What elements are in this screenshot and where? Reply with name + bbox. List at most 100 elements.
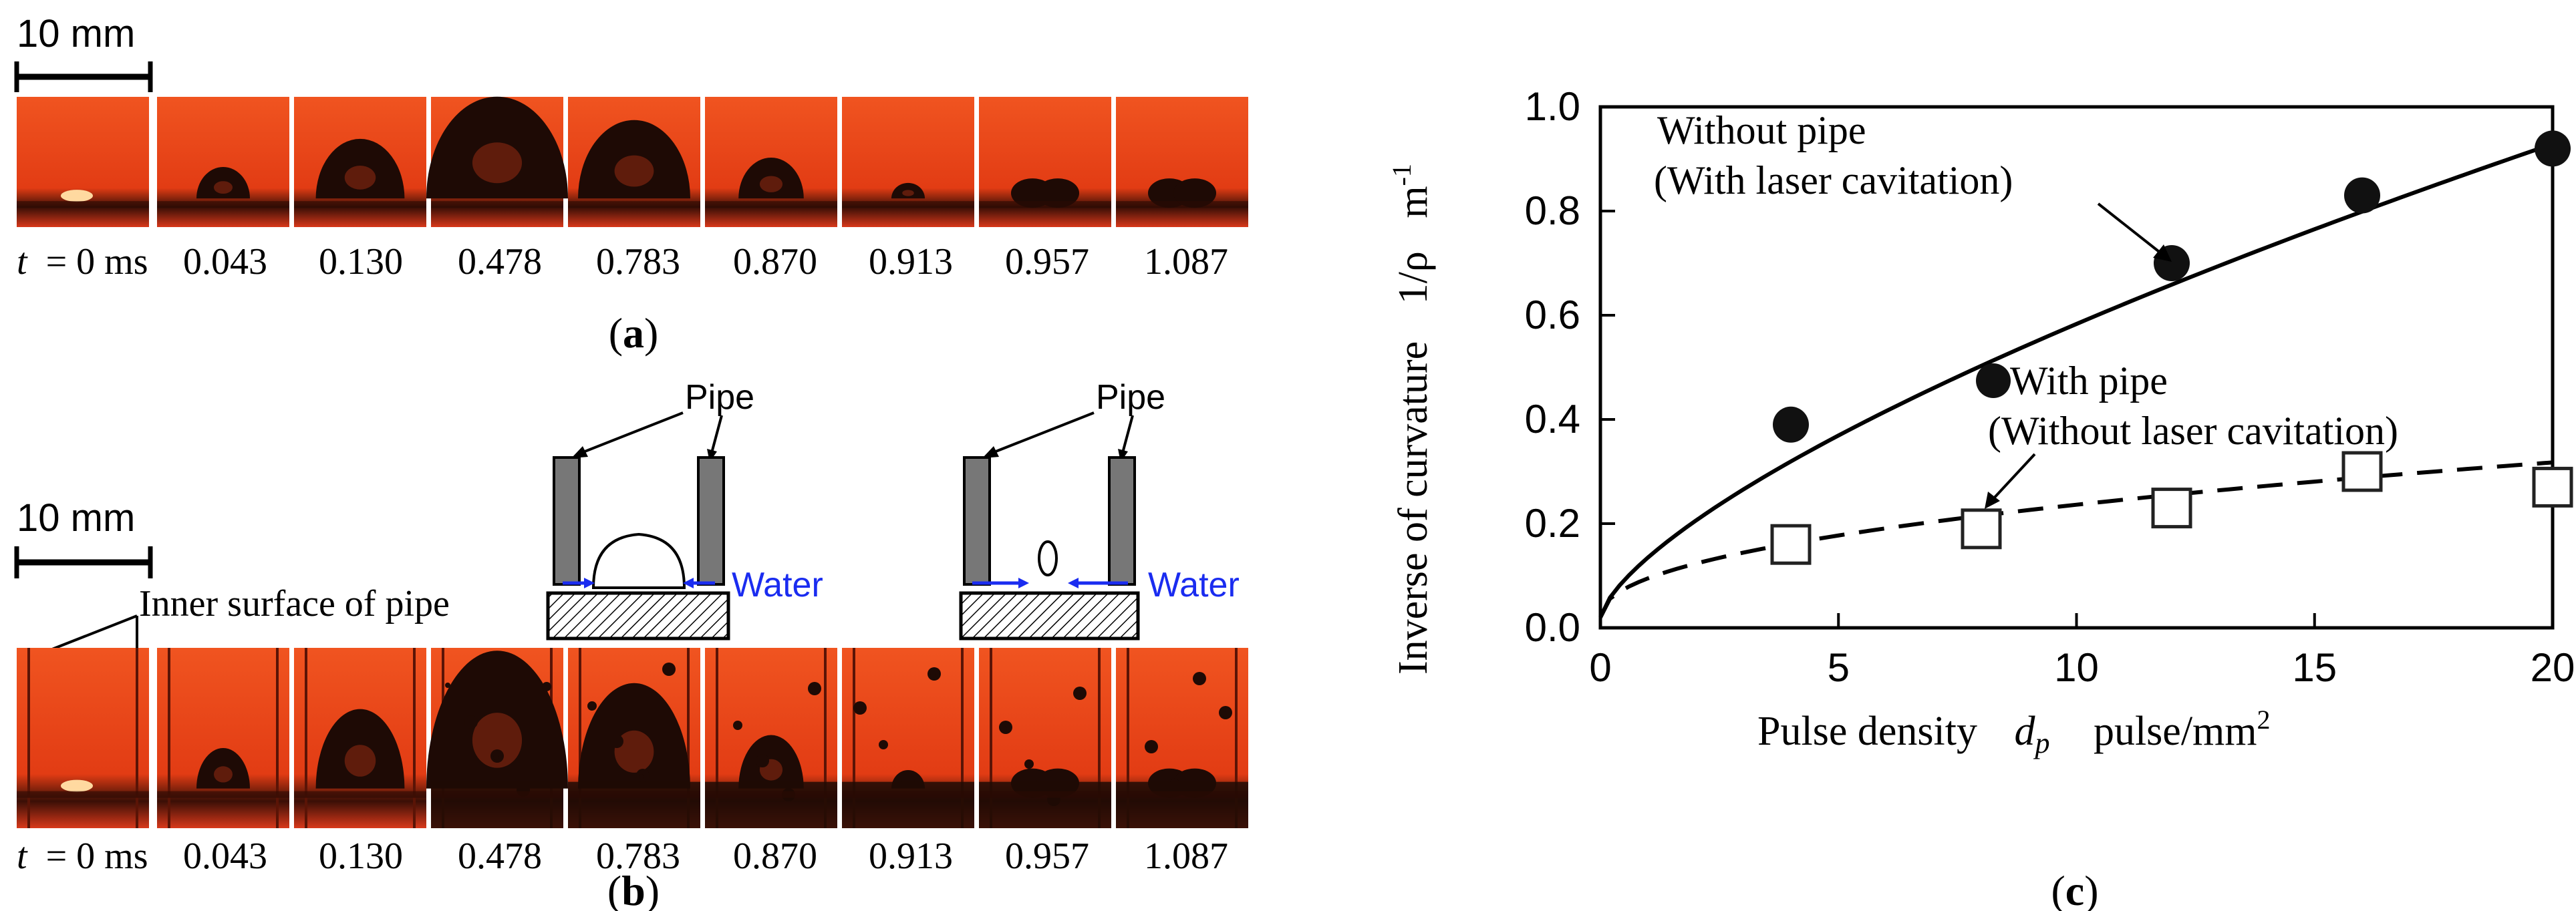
substrate-2 [959, 591, 1140, 641]
y-tick-label: 0.6 [1525, 293, 1580, 337]
point-without-pipe [2344, 177, 2380, 214]
annotation-without-pipe: Without pipe (With laser cavitation) [1654, 108, 2172, 262]
photo-frame [157, 648, 289, 828]
photo-frame [842, 648, 974, 828]
photo-frame [568, 648, 700, 828]
x-tick-label: 0 [1589, 645, 1611, 690]
frame-strip-a [17, 96, 1248, 227]
x-tick-label: 10 [2054, 645, 2099, 690]
point-with-pipe [2532, 466, 2573, 508]
time-label: 0.130 [319, 836, 403, 877]
point-with-pipe [2151, 488, 2192, 529]
time-labels-a: t = 0 ms 0.043 0.130 0.478 0.783 0.870 0… [17, 241, 1228, 283]
water-label-2: Water [1148, 566, 1240, 604]
panel-a: 10 mm t = 0 ms 0.043 0.130 0.478 0.783 0… [14, 12, 1248, 357]
x-axis-label: Pulse density dp pulse/mm2 [1757, 705, 2271, 762]
time-var-a: t [17, 241, 28, 283]
fit-curve-with-pipe [1598, 460, 2553, 618]
photo-frame [979, 97, 1111, 227]
photo-frame [568, 97, 700, 227]
y-tick-label: 0.0 [1525, 605, 1580, 650]
pipe-schematic-2: Pipe Water [959, 378, 1240, 641]
pipe-wall-left-2 [963, 456, 991, 586]
svg-text:t = 0 ms: t = 0 ms [17, 836, 148, 877]
time-var-b: t [17, 836, 28, 877]
time-label: 0.913 [869, 836, 953, 877]
annotation-with-pipe-line2: (Without laser cavitation) [1988, 409, 2398, 453]
time-first-a: = 0 ms [46, 241, 148, 283]
data-markers [1770, 130, 2573, 565]
photo-frame [979, 648, 1111, 828]
annotation-without-pipe-line2: (With laser cavitation) [1654, 158, 2013, 202]
y-tick-label: 0.2 [1525, 501, 1580, 546]
panel-b: 10 mm Inner surface of pipe Pipe [14, 378, 1248, 911]
time-label: 0.783 [596, 241, 680, 283]
photo-frame [17, 97, 149, 227]
frame-strip-b [17, 648, 1248, 828]
photo-frame [294, 648, 426, 828]
time-first-b: = 0 ms [46, 836, 148, 877]
photo-frame [705, 97, 837, 227]
point-with-pipe [1770, 524, 1812, 565]
y-tick-label: 0.8 [1525, 188, 1580, 233]
pipe-label-1: Pipe [685, 378, 754, 417]
photo-frame [1116, 648, 1248, 828]
photo-frame [1116, 97, 1248, 227]
photo-frame [426, 96, 568, 227]
photo-frame [157, 97, 289, 227]
fit-curve-without-pipe [1598, 142, 2553, 618]
x-tick-label: 15 [2292, 645, 2337, 690]
annotation-with-pipe-line1: With pipe [2010, 359, 2168, 403]
x-tick-label: 20 [2531, 645, 2575, 690]
panel-a-label: (a) [609, 309, 659, 357]
scale-bar-a: 10 mm [14, 12, 153, 92]
time-label: 0.043 [183, 241, 267, 283]
time-label: 0.957 [1005, 241, 1089, 283]
time-labels-b: t = 0 ms 0.043 0.130 0.478 0.783 0.870 0… [17, 836, 1228, 877]
scale-bar-a-label: 10 mm [17, 12, 135, 55]
water-label-1: Water [732, 566, 823, 604]
point-with-pipe [2341, 451, 2383, 492]
x-tick-label: 5 [1828, 645, 1850, 690]
y-tick-label: 1.0 [1525, 84, 1580, 129]
time-label: 0.130 [319, 241, 403, 283]
pipe-schematic-1: Pipe Water [546, 378, 823, 641]
photo-frame [294, 97, 426, 227]
photo-frame [705, 648, 837, 828]
photo-frame [426, 648, 568, 828]
panel-c-label: (c) [2051, 867, 2098, 911]
point-without-pipe [1773, 406, 1809, 443]
pipe-wall-left-1 [553, 456, 581, 586]
pipe-wall-right-1 [697, 456, 725, 586]
time-label: 0.783 [596, 836, 680, 877]
annotation-without-pipe-line1: Without pipe [1657, 108, 1866, 152]
substrate-1 [546, 591, 730, 641]
annotation-with-pipe: With pipe (Without laser cavitation) [1976, 359, 2398, 509]
bubble-outline [591, 532, 686, 589]
time-label: 0.478 [458, 241, 542, 283]
time-label: 0.870 [733, 836, 817, 877]
point-with-pipe [1961, 508, 2002, 550]
x-axis-ticks: 0 5 10 15 20 [1589, 613, 2575, 690]
inner-surface-label: Inner surface of pipe [139, 583, 450, 624]
panel-c-chart: 0 5 10 15 20 0.0 0.2 0.4 0.6 0.8 1.0 Without pipe… [1387, 84, 2575, 911]
y-tick-label: 0.4 [1525, 397, 1580, 441]
small-bubble-outline [1038, 540, 1058, 576]
time-label: 0.957 [1005, 836, 1089, 877]
y-axis-ticks: 0.0 0.2 0.4 0.6 0.8 1.0 [1525, 84, 1615, 650]
svg-text:t = 0 ms: t = 0 ms [17, 241, 148, 283]
time-label: 0.870 [733, 241, 817, 283]
photo-frame [17, 648, 149, 828]
pipe-label-2: Pipe [1096, 378, 1165, 417]
legend-marker-with-pipe [1976, 363, 2011, 398]
time-label: 1.087 [1144, 836, 1228, 877]
panel-b-label: (b) [607, 867, 660, 911]
pipe-wall-right-2 [1108, 456, 1136, 586]
point-without-pipe [2535, 130, 2571, 167]
y-axis-label: Inverse of curvature 1/ρ m-1 [1387, 164, 1436, 675]
time-label: 1.087 [1144, 241, 1228, 283]
scale-bar-b-label: 10 mm [17, 496, 135, 540]
scale-bar-b: 10 mm [14, 496, 153, 578]
time-label: 0.478 [458, 836, 542, 877]
